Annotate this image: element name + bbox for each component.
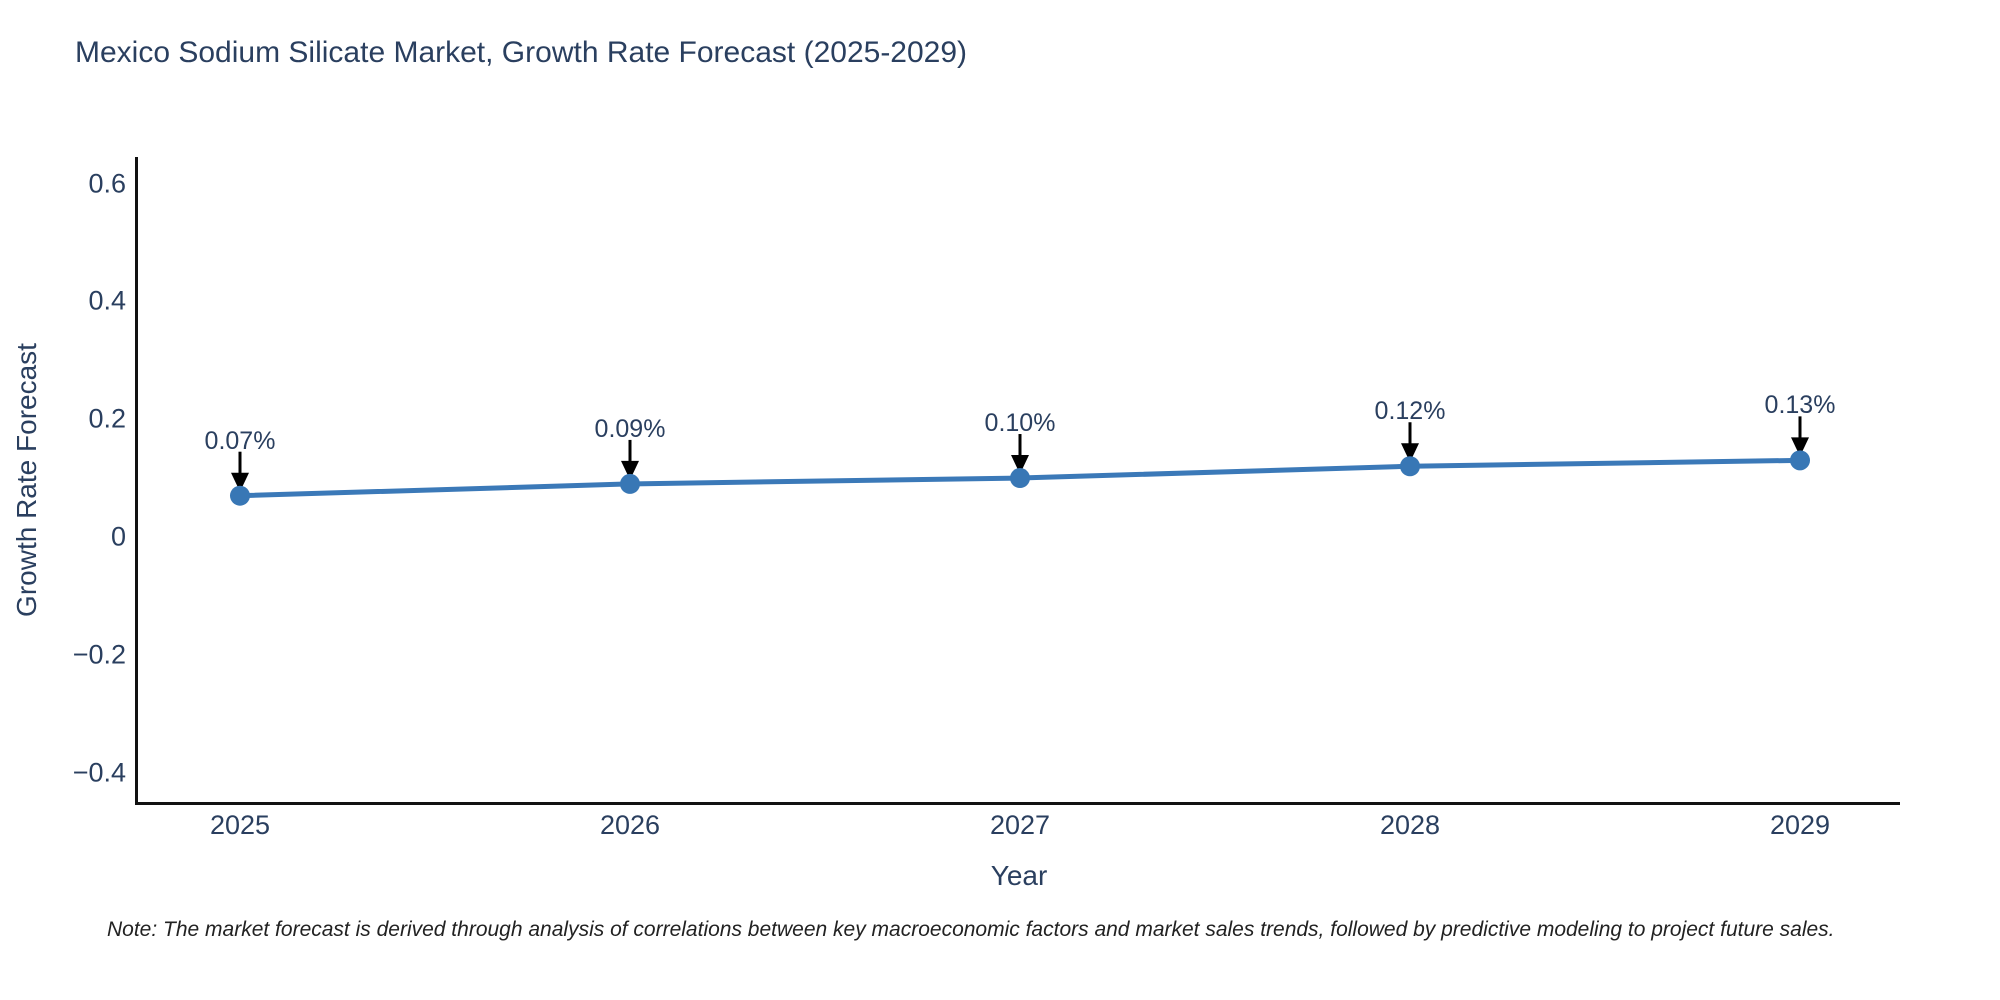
annotation-arrow-head — [621, 460, 639, 480]
chart-title: Mexico Sodium Silicate Market, Growth Ra… — [75, 36, 968, 69]
annotation-arrow-head — [231, 472, 249, 492]
y-tick-label: 0.2 — [88, 403, 126, 434]
data-point-label: 0.13% — [1764, 391, 1836, 420]
x-tick-label: 2026 — [599, 810, 661, 840]
y-tick-label: 0.6 — [88, 168, 126, 198]
plot-area — [135, 157, 1900, 805]
data-point-label: 0.10% — [984, 409, 1056, 438]
data-point-marker — [1010, 468, 1030, 489]
data-point-marker — [230, 485, 250, 506]
annotation-arrow-head — [1401, 443, 1419, 463]
y-axis-title: Growth Rate Forecast — [11, 343, 42, 617]
y-tick-label: 0.4 — [88, 285, 126, 316]
annotation-arrow-head — [1011, 455, 1029, 475]
footnote: Note: The market forecast is derived thr… — [107, 918, 1835, 941]
data-point-label: 0.07% — [204, 426, 276, 455]
data-point-marker — [1790, 450, 1810, 471]
x-tick-label: 2029 — [1769, 810, 1831, 840]
annotation-arrow-head — [1791, 437, 1809, 457]
data-point-label: 0.12% — [1374, 397, 1446, 426]
x-tick-label: 2025 — [209, 810, 271, 840]
line-series-svg — [230, 416, 1810, 506]
data-point-label: 0.09% — [594, 414, 666, 443]
y-tick-label: −0.2 — [72, 639, 126, 670]
x-tick-label: 2028 — [1379, 810, 1441, 840]
data-point-marker — [1400, 456, 1420, 477]
y-tick-label: 0 — [110, 521, 126, 552]
data-point-marker — [620, 473, 640, 494]
x-tick-label: 2027 — [989, 810, 1051, 840]
x-axis-title: Year — [990, 860, 1048, 891]
y-tick-label: −0.4 — [72, 757, 126, 788]
